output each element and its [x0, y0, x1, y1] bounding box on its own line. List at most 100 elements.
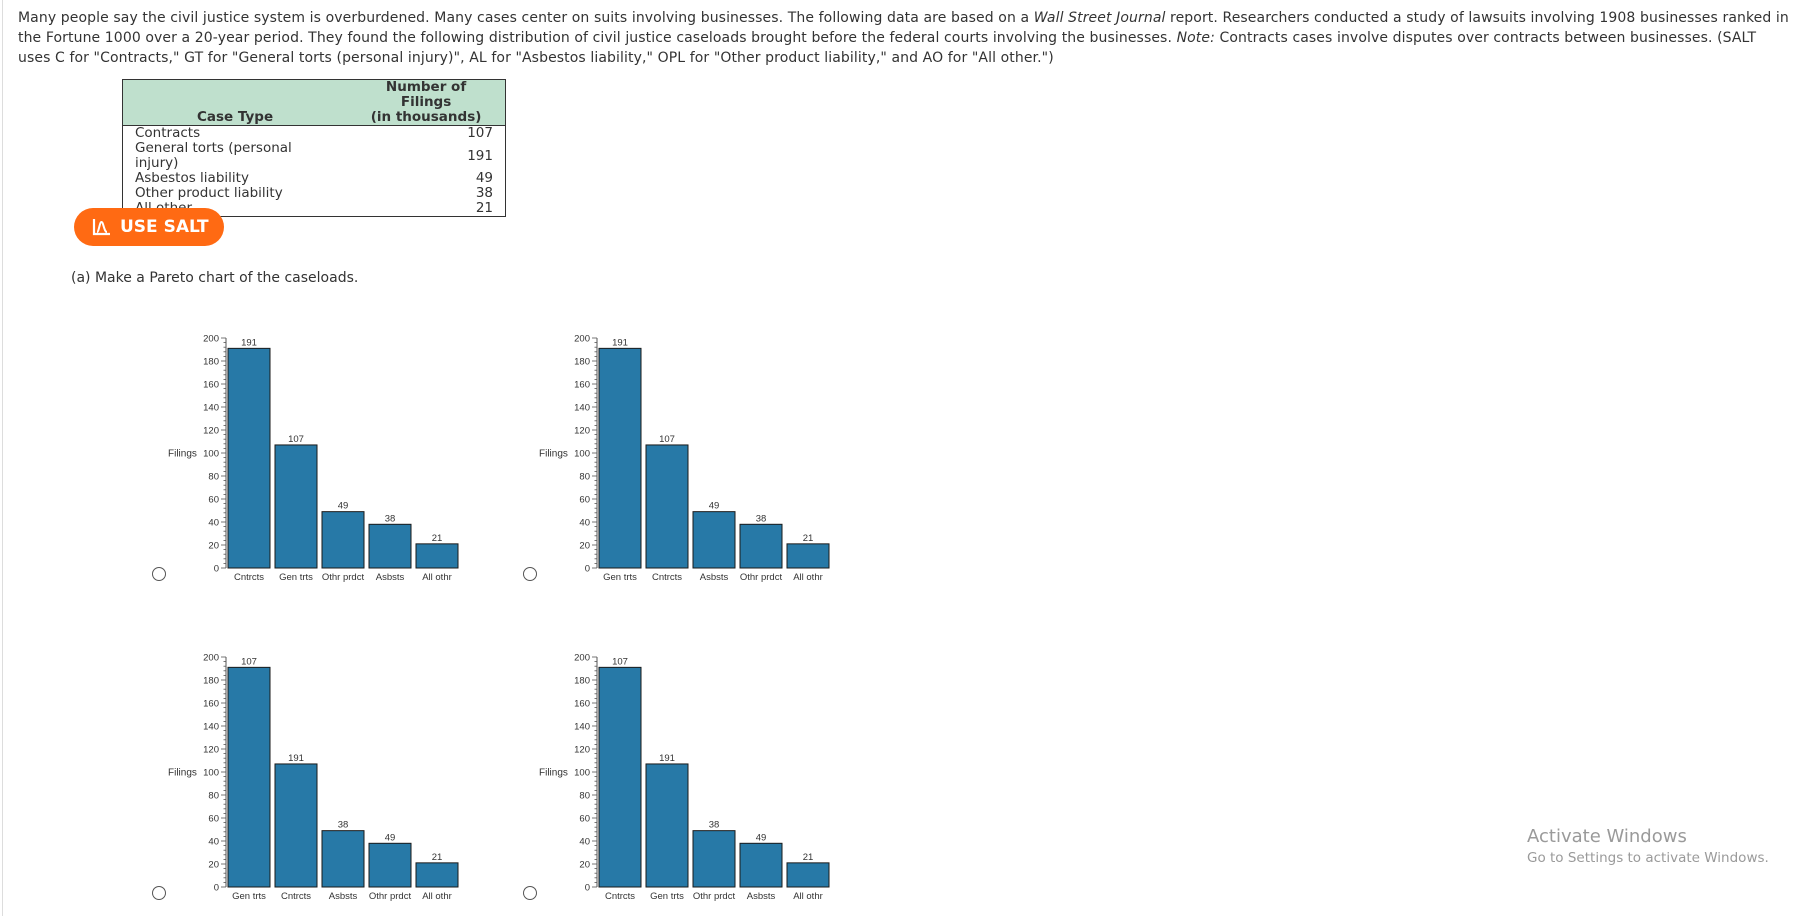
bar	[274, 444, 318, 569]
y-tick-label: 20	[208, 541, 219, 552]
y-tick-label: 140	[574, 403, 590, 414]
filings-cell: 38	[475, 185, 493, 201]
bar	[321, 511, 365, 569]
option-3-radio[interactable]	[152, 886, 166, 900]
header-filings-line2: (in thousands)	[370, 109, 482, 125]
problem-text-2: report. Researchers conducted a study of…	[18, 10, 1789, 46]
y-tick-label: 0	[214, 564, 219, 575]
x-category-label: Cntrcts	[652, 572, 682, 583]
y-tick-label: 100	[203, 449, 219, 460]
bar-data-label: 191	[659, 753, 675, 764]
y-tick-label: 140	[574, 722, 590, 733]
x-category-label: Gen trts	[279, 572, 313, 583]
x-category-label: Othr prdct	[369, 891, 412, 902]
note-label: Note:	[1176, 30, 1215, 46]
y-tick-label: 180	[203, 357, 219, 368]
use-salt-label: USE SALT	[120, 217, 209, 237]
problem-text-3: Contracts cases involve disputes over co…	[18, 30, 1757, 66]
x-category-label: Othr prdct	[740, 572, 783, 583]
option-2-radio[interactable]	[523, 567, 537, 581]
x-category-label: Othr prdct	[322, 572, 365, 583]
activate-windows-title: Activate Windows	[1527, 826, 1687, 847]
table-row: Other product liability 38	[123, 186, 506, 201]
bar-data-label: 38	[338, 820, 349, 831]
bar	[786, 543, 830, 569]
bar	[645, 444, 689, 569]
bar-data-label: 107	[288, 434, 304, 445]
case-type-cell: Other product liability	[135, 185, 283, 201]
y-tick-label: 100	[203, 768, 219, 779]
header-filings-line1: Number of Filings	[385, 79, 467, 110]
bar	[692, 511, 736, 569]
x-category-label: Cntrcts	[234, 572, 264, 583]
y-tick-label: 200	[203, 653, 219, 664]
x-category-label: All othr	[422, 572, 452, 583]
bar-data-label: 49	[709, 501, 720, 512]
bar	[645, 763, 689, 888]
bar-data-label: 49	[338, 501, 349, 512]
x-category-label: Othr prdct	[693, 891, 736, 902]
y-tick-label: 40	[208, 837, 219, 848]
case-type-cell: General torts (personal injury)	[135, 140, 292, 171]
y-tick-label: 20	[579, 860, 590, 871]
bar	[739, 523, 783, 569]
bar-data-label: 107	[659, 434, 675, 445]
use-salt-button[interactable]: USE SALT	[74, 208, 224, 246]
question-a: (a) Make a Pareto chart of the caseloads…	[71, 270, 359, 286]
y-tick-label: 40	[208, 518, 219, 529]
bar-data-label: 21	[803, 852, 814, 863]
bar-data-label: 38	[756, 513, 767, 524]
table-row: Contracts 107	[123, 126, 506, 142]
salt-chart-icon	[92, 219, 110, 236]
problem-statement: Many people say the civil justice system…	[18, 8, 1790, 68]
filings-cell: 21	[475, 200, 493, 216]
y-tick-label: 80	[208, 472, 219, 483]
bar	[415, 543, 459, 569]
bar-data-label: 107	[612, 656, 628, 667]
bar-data-label: 38	[709, 820, 720, 831]
case-type-cell: Asbestos liability	[135, 170, 249, 186]
x-category-label: Cntrcts	[605, 891, 635, 902]
filings-cell: 49	[475, 170, 493, 186]
header-case-type: Case Type	[122, 79, 348, 126]
y-tick-label: 100	[574, 768, 590, 779]
bar	[598, 347, 642, 569]
problem-text-1: Many people say the civil justice system…	[18, 10, 1034, 26]
bar-data-label: 21	[432, 852, 443, 863]
bar-data-label: 49	[385, 832, 396, 843]
y-tick-label: 180	[574, 676, 590, 687]
y-tick-label: 120	[574, 745, 590, 756]
bar-data-label: 191	[241, 337, 257, 348]
table-header-row: Case Type Number of Filings (in thousand…	[122, 79, 506, 126]
y-tick-label: 200	[203, 334, 219, 345]
option-4-radio[interactable]	[523, 886, 537, 900]
y-tick-label: 60	[579, 495, 590, 506]
option-1-chart: 0 20 40 60 80 100 120 140 160 180 200 Filings 191 Cnt…	[168, 334, 459, 583]
x-category-label: Gen trts	[232, 891, 266, 902]
filings-cell: 191	[467, 147, 493, 164]
activate-windows-subtitle: Go to Settings to activate Windows.	[1527, 850, 1769, 866]
y-tick-label: 100	[574, 449, 590, 460]
caseload-table: Case Type Number of Filings (in thousand…	[122, 79, 506, 217]
option-1-radio[interactable]	[152, 567, 166, 581]
y-tick-label: 180	[574, 357, 590, 368]
y-tick-label: 140	[203, 722, 219, 733]
x-category-label: Gen trts	[650, 891, 684, 902]
y-tick-label: 160	[574, 380, 590, 391]
x-category-label: Asbsts	[329, 891, 358, 902]
filings-cell: 107	[467, 125, 493, 141]
y-tick-label: 160	[203, 699, 219, 710]
y-tick-label: 40	[579, 837, 590, 848]
y-tick-label: 200	[574, 653, 590, 664]
header-filings: Number of Filings (in thousands)	[347, 79, 506, 126]
option-2-chart: 0 20 40 60 80 100 120 140 160 180 200 Filings 191 Gen…	[539, 334, 830, 583]
x-category-label: Asbsts	[747, 891, 776, 902]
y-tick-label: 160	[574, 699, 590, 710]
bar-data-label: 21	[803, 533, 814, 544]
bar	[598, 666, 642, 888]
y-axis-label: Filings	[539, 768, 568, 779]
y-tick-label: 160	[203, 380, 219, 391]
x-category-label: Asbsts	[700, 572, 729, 583]
bar	[415, 862, 459, 888]
